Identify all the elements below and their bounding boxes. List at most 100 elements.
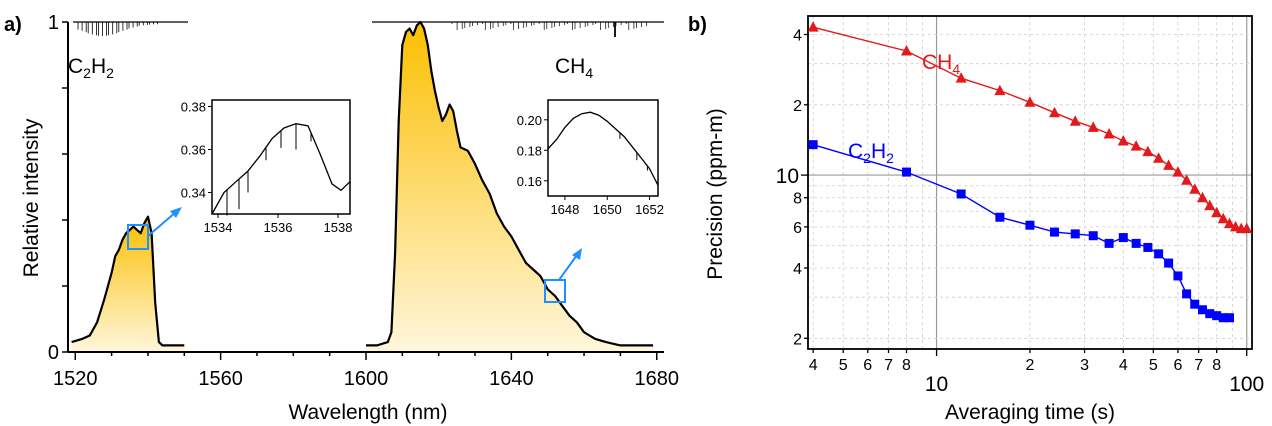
series-line-c2h2 bbox=[812, 144, 1230, 319]
y-tick-label-a: 0 bbox=[48, 342, 59, 364]
y-tick-label-b: 8 bbox=[793, 191, 802, 208]
x-tick-label-b: 5 bbox=[839, 357, 848, 374]
data-point-c2h2 bbox=[1088, 231, 1098, 241]
y-tick-label-b: 4 bbox=[793, 261, 802, 278]
inset-x-tick-label: 1650 bbox=[593, 202, 622, 217]
zoom-box-ch4 bbox=[544, 279, 566, 303]
y-tick-label-b: 2 bbox=[793, 98, 802, 115]
inset-y-tick-label: 0.36 bbox=[181, 142, 206, 157]
data-point-ch4 bbox=[1103, 127, 1115, 139]
c2h2-label: C2H2 bbox=[68, 55, 114, 81]
data-point-ch4 bbox=[1117, 134, 1129, 146]
data-point-ch4 bbox=[1024, 96, 1036, 107]
series-label-c2h2: C2H2 bbox=[848, 140, 894, 166]
data-point-c2h2 bbox=[1173, 271, 1183, 281]
inset-frame bbox=[547, 99, 659, 197]
inset-ch4: 1648 1650 1652 0.16 0.18 0.20 bbox=[517, 99, 664, 217]
inset-c2h2: 1534 1536 1538 0.34 0.36 0.38 bbox=[181, 99, 353, 235]
x-tick-label-a: 1680 bbox=[634, 368, 679, 390]
data-point-c2h2 bbox=[1104, 238, 1114, 248]
panel-a-axes: 1520 1560 1600 1640 1680 0 1 bbox=[48, 12, 679, 390]
x-axis-title-a: Wavelength (nm) bbox=[288, 401, 447, 424]
y-axis-title-b: Precision (ppm-m) bbox=[704, 108, 727, 280]
data-point-c2h2 bbox=[995, 212, 1005, 222]
data-point-ch4 bbox=[1196, 191, 1208, 203]
inset-x-tick-label: 1538 bbox=[324, 220, 353, 235]
data-point-ch4 bbox=[994, 84, 1006, 96]
inset-y-tick-label: 0.18 bbox=[517, 143, 542, 158]
inset-y-tick-label: 0.38 bbox=[181, 99, 206, 114]
data-point-ch4 bbox=[955, 72, 967, 83]
data-point-ch4 bbox=[1130, 140, 1142, 151]
inset-line bbox=[211, 123, 351, 215]
data-point-c2h2 bbox=[1070, 229, 1080, 239]
data-point-c2h2 bbox=[1212, 311, 1222, 321]
x-tick-label-b: 8 bbox=[1212, 357, 1221, 374]
data-point-c2h2 bbox=[1131, 238, 1141, 248]
x-tick-label-b: 4 bbox=[1119, 357, 1128, 374]
y-tick-label-b: 10 bbox=[776, 165, 799, 188]
inset-x-tick-label: 1652 bbox=[635, 202, 664, 217]
data-point-ch4 bbox=[1048, 106, 1060, 118]
inset-y-tick-label: 0.20 bbox=[517, 113, 542, 128]
x-tick-label-b: 3 bbox=[1080, 357, 1089, 374]
spectrum-line-1 bbox=[71, 215, 185, 347]
data-point-c2h2 bbox=[1182, 289, 1192, 299]
data-point-ch4 bbox=[1217, 212, 1229, 224]
x-tick-label-b: 10 bbox=[925, 373, 948, 396]
data-point-c2h2 bbox=[956, 189, 966, 199]
data-point-ch4 bbox=[807, 21, 819, 32]
y-tick-label-b: 2 bbox=[793, 331, 802, 348]
ch4-label: CH4 bbox=[555, 55, 593, 81]
x-tick-label-b: 6 bbox=[1173, 357, 1182, 374]
data-point-ch4 bbox=[1204, 199, 1216, 211]
data-point-ch4 bbox=[1163, 159, 1175, 170]
y-axis-title-a: Relative intensity bbox=[20, 118, 43, 277]
y-tick-label-b: 4 bbox=[793, 27, 802, 44]
zoom-arrow-ch4 bbox=[558, 254, 578, 281]
grid-lines bbox=[808, 16, 1252, 349]
y-tick-label-b: 6 bbox=[793, 220, 802, 237]
data-point-c2h2 bbox=[1143, 242, 1153, 252]
data-point-ch4 bbox=[1181, 174, 1193, 185]
x-tick-label-b: 5 bbox=[1149, 357, 1158, 374]
inset-frame bbox=[211, 99, 351, 215]
x-tick-label-b: 6 bbox=[863, 357, 872, 374]
x-tick-label-a: 1560 bbox=[198, 368, 243, 390]
x-tick-label-b: 4 bbox=[809, 357, 818, 374]
data-point-ch4 bbox=[1223, 217, 1235, 229]
panel-a-label: a) bbox=[4, 14, 22, 36]
zoom-box-c2h2 bbox=[127, 224, 149, 250]
x-tick-label-b: 100 bbox=[1229, 373, 1264, 396]
series-layer bbox=[807, 21, 1253, 323]
x-tick-label-b: 2 bbox=[1025, 357, 1034, 374]
data-point-ch4 bbox=[1189, 183, 1201, 194]
data-point-ch4 bbox=[901, 44, 913, 56]
x-tick-label-b: 7 bbox=[884, 357, 893, 374]
data-point-ch4 bbox=[1142, 145, 1154, 157]
x-axis-title-b: Averaging time (s) bbox=[945, 401, 1115, 424]
data-point-c2h2 bbox=[1049, 227, 1059, 237]
data-point-ch4 bbox=[1153, 152, 1165, 163]
zoom-arrow-c2h2 bbox=[147, 211, 177, 237]
data-point-ch4 bbox=[1172, 166, 1184, 177]
data-point-c2h2 bbox=[1164, 258, 1174, 268]
data-point-c2h2 bbox=[1154, 249, 1164, 259]
spectrum-layer bbox=[71, 20, 654, 352]
inset-x-tick-label: 1536 bbox=[264, 220, 293, 235]
data-point-c2h2 bbox=[1224, 313, 1234, 323]
zoom-markers bbox=[127, 207, 582, 303]
inset-y-tick-label: 0.16 bbox=[517, 174, 542, 189]
spectrum-line-2 bbox=[366, 20, 654, 347]
data-point-c2h2 bbox=[808, 140, 818, 150]
x-tick-label-b: 8 bbox=[902, 357, 911, 374]
data-point-c2h2 bbox=[1118, 233, 1128, 243]
x-tick-label-a: 1600 bbox=[344, 368, 389, 390]
y-tick-label-a: 1 bbox=[48, 12, 59, 34]
panel-b-label: b) bbox=[688, 14, 707, 36]
series-label-ch4: CH4 bbox=[922, 51, 960, 77]
